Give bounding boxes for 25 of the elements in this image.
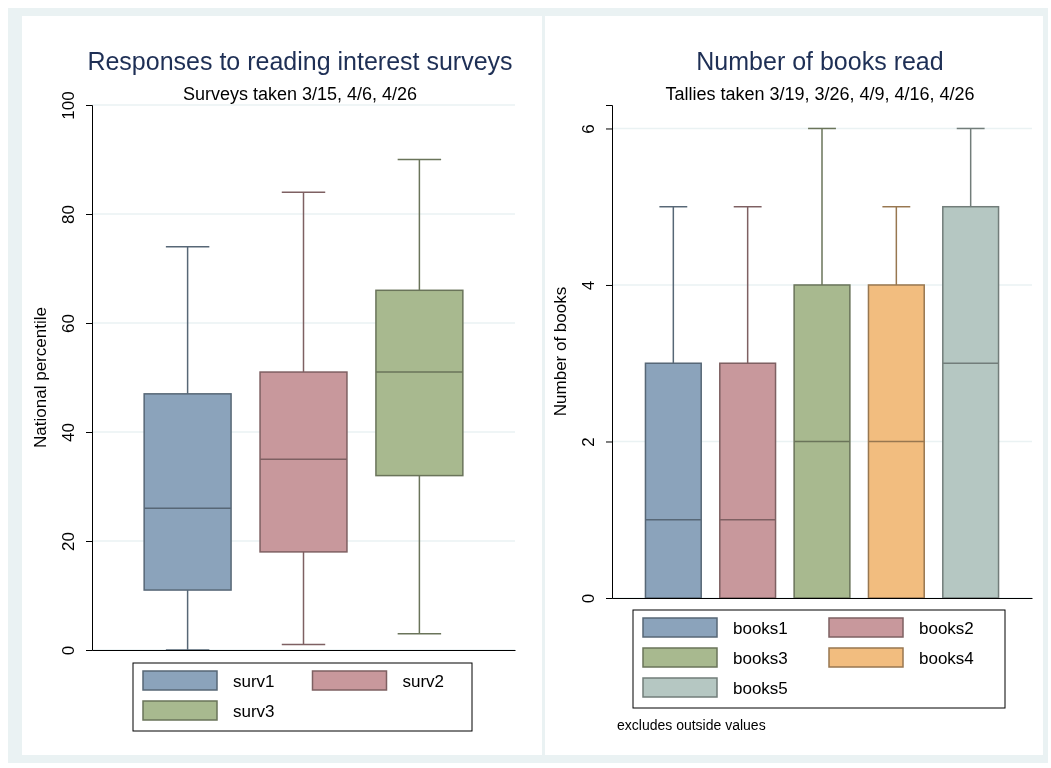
y-tick-label: 4 [579,280,598,291]
legend-label: books2 [919,619,974,638]
text: excludes outside values [617,717,766,733]
y-tick-label: 40 [59,423,78,442]
y-tick-label: 60 [59,314,78,333]
chart-title: Responses to reading interest surveys [87,47,513,75]
y-tick-label: 2 [579,437,598,447]
legend-label: surv1 [233,672,275,691]
y-tick-label: 0 [579,593,598,604]
y-tick-label: 0 [59,645,78,656]
legend-label: books5 [733,679,788,698]
chart-title: Number of books read [696,47,944,75]
y-tick-label: 20 [59,532,78,551]
y-axis-title: Number of books [551,286,570,417]
chart-subtitle: Tallies taken 3/19, 3/26, 4/9, 4/16, 4/26 [665,84,975,104]
legend-label: books4 [919,649,974,668]
y-tick-label: 6 [579,124,598,134]
legend-label: books3 [733,649,788,668]
y-tick-label: 100 [59,91,78,120]
legend-label: surv2 [402,672,445,691]
legend-label: books1 [733,619,788,638]
y-tick-label: 80 [59,205,78,224]
y-axis-title: National percentile [31,307,50,448]
chart-subtitle: Surveys taken 3/15, 4/6, 4/26 [182,84,418,104]
legend-label: surv3 [233,702,275,721]
